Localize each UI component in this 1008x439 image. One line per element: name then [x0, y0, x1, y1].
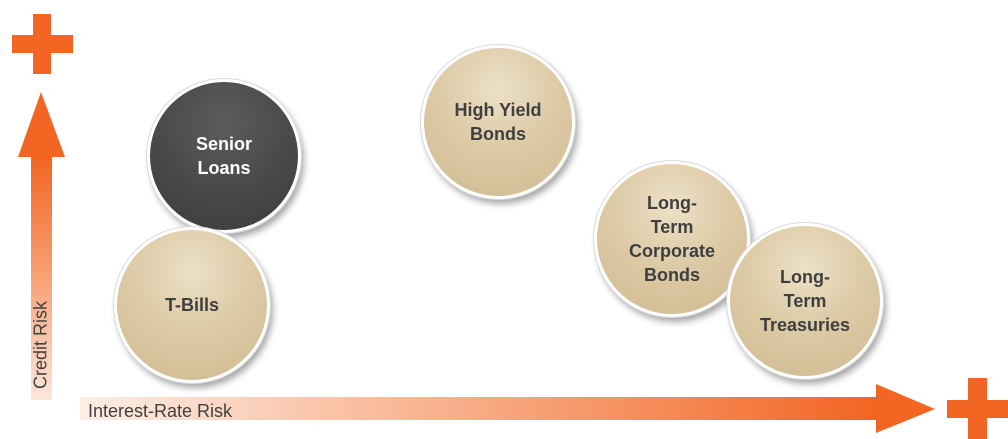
bubble-label-line: Term — [650, 217, 694, 237]
t-bills-bubble: T-Bills — [114, 227, 270, 383]
bubble-label-line: Long- — [647, 193, 697, 213]
long-term-corporate-bonds-bubble: Long- Term Corporate Bonds — [594, 161, 750, 317]
bubble-label-line: Bonds — [469, 124, 526, 144]
bubble-label: Long- Term Treasuries — [744, 265, 866, 337]
bubble-label-line: Treasuries — [759, 315, 851, 335]
bubble-label: Long- Term Corporate Bonds — [613, 191, 731, 287]
bubble-label-line: Long- — [780, 267, 830, 287]
credit-risk-label: Credit Risk — [30, 300, 51, 390]
plus-icon — [947, 378, 1008, 439]
bubble-label: High Yield Bonds — [438, 98, 557, 146]
bubble-label-line: Corporate — [628, 241, 715, 261]
bubble-label-line: High Yield — [454, 100, 542, 120]
bubble-label-line: T-Bills — [164, 295, 219, 315]
bubble-label-line: Senior — [195, 134, 252, 154]
interest-rate-risk-label: Interest-Rate Risk — [88, 401, 233, 421]
bubble-label: Senior Loans — [180, 132, 268, 180]
interest-rate-risk-arrow — [80, 384, 935, 433]
plus-icon — [12, 14, 73, 74]
bubble-label: T-Bills — [149, 293, 235, 317]
bubble-label-line: Loans — [197, 158, 251, 178]
long-term-treasuries-bubble: Long- Term Treasuries — [727, 223, 883, 379]
high-yield-bonds-bubble: High Yield Bonds — [421, 45, 575, 199]
bubble-label-line: Bonds — [643, 265, 700, 285]
senior-loans-bubble: Senior Loans — [147, 79, 301, 233]
bubble-label-line: Term — [783, 291, 827, 311]
credit-risk-arrow — [18, 92, 65, 400]
